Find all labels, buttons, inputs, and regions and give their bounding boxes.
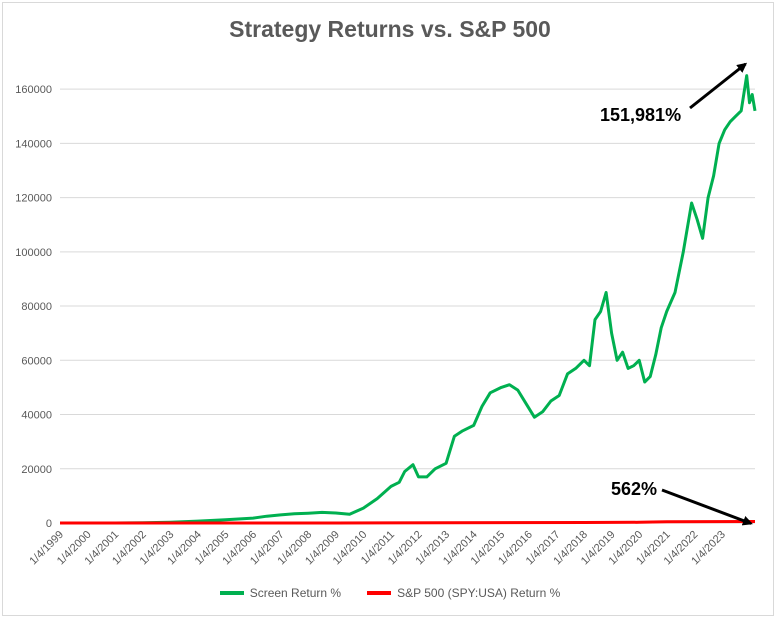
y-tick-label: 120000 [15, 193, 52, 205]
legend-item-sp500: S&P 500 (SPY:USA) Return % [367, 586, 560, 600]
legend: Screen Return % S&P 500 (SPY:USA) Return… [0, 586, 780, 600]
series-line-sp500-return [60, 520, 756, 525]
y-axis: 0 20000 40000 60000 80000 100000 120000 140000 1… [15, 84, 52, 530]
annotations: 151,981% 562% [600, 62, 753, 526]
y-tick-label: 20000 [21, 464, 52, 476]
legend-label-screen: Screen Return % [249, 586, 342, 600]
chart-title: Strategy Returns vs. S&P 500 [229, 16, 551, 42]
y-tick-label: 160000 [15, 84, 52, 96]
y-tick-label: 80000 [21, 301, 52, 313]
annotation-screen-peak-arrow [689, 62, 748, 110]
gridlines [60, 88, 755, 524]
annotation-sp500-end-label: 562% [611, 479, 657, 499]
legend-label-sp500: S&P 500 (SPY:USA) Return % [397, 586, 561, 600]
series-lines [60, 74, 757, 525]
legend-swatch-sp500 [367, 591, 392, 595]
legend-swatch-screen [219, 591, 244, 595]
legend-item-screen: Screen Return % [219, 586, 342, 600]
y-tick-label: 0 [46, 518, 52, 530]
y-tick-label: 140000 [15, 138, 52, 150]
y-tick-label: 60000 [21, 355, 52, 367]
series-line-screen-return [60, 74, 757, 525]
y-tick-label: 100000 [15, 247, 52, 259]
annotation-sp500-end-arrow [661, 488, 753, 526]
y-tick-label: 40000 [21, 410, 52, 422]
x-axis: 1/4/19991/4/20001/4/20011/4/20021/4/2003… [27, 529, 728, 568]
annotation-screen-peak-label: 151,981% [600, 105, 681, 125]
